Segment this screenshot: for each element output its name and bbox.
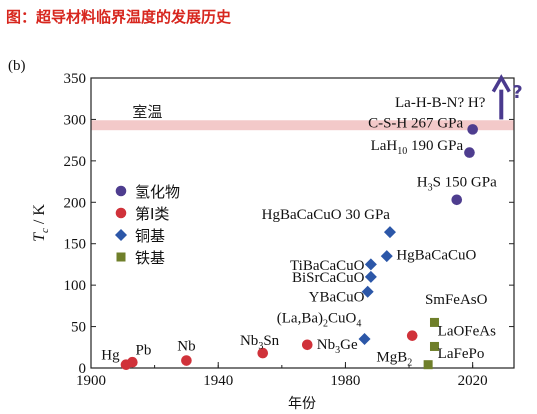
- data-point-1-3: [467, 124, 478, 135]
- x-axis-label: 年份: [288, 396, 316, 412]
- series-2: [120, 330, 418, 370]
- x-tick-label: 1940: [203, 373, 233, 389]
- x-tick-label: 2020: [458, 373, 488, 389]
- label-laofeas: LaOFeAs: [438, 324, 496, 340]
- x-tick-label: 1980: [330, 373, 360, 389]
- data-point-3-4: [364, 258, 377, 271]
- label-nb3sn: Nb3Sn: [240, 333, 280, 352]
- legend-marker-1: [115, 185, 127, 197]
- point-labels: 室温 Hg Pb Nb Nb3Sn Nb3Ge MgB2 (La,Ba)2CuO4 YBaCuO…: [101, 95, 497, 368]
- label-ybacuo: YBaCuO: [309, 290, 365, 306]
- y-tick-label: 100: [64, 278, 87, 294]
- label-hgbacacuo-30-gpa: HgBaCaCuO 30 GPa: [262, 207, 391, 223]
- label-lafepo: LaFePo: [438, 346, 485, 362]
- label-hgbacacuo: HgBaCaCuO: [396, 247, 476, 263]
- data-point-3-5: [380, 250, 393, 263]
- data-point-4-3: [429, 317, 439, 327]
- room-temperature-label: 室温: [132, 103, 162, 121]
- data-point-2-5: [301, 339, 313, 351]
- data-point-3-3: [364, 270, 377, 283]
- data-point-1-1: [451, 194, 463, 206]
- legend-label-3: 铜基: [135, 227, 165, 245]
- label-mgb2: MgB2: [376, 349, 412, 368]
- legend-marker-4: [116, 252, 126, 262]
- series-4: [423, 317, 439, 370]
- label-bisrcacuo: BiSrCaCuO: [292, 270, 365, 286]
- y-tick-label: 200: [64, 195, 87, 211]
- y-axis-label: Tc / K: [31, 204, 51, 242]
- legend-marker-2: [115, 207, 127, 219]
- data-point-2-6: [406, 330, 418, 341]
- data-point-4-2: [429, 341, 439, 351]
- label-tibacacuo: TiBaCaCuO: [290, 258, 365, 274]
- label-c-s-h-267-gpa: C-S-H 267 GPa: [368, 116, 463, 132]
- data-point-2-3: [181, 355, 192, 366]
- data-point-2-4: [257, 347, 269, 359]
- label-pb: Pb: [136, 343, 152, 359]
- data-point-4-1: [423, 360, 433, 370]
- label-nb: Nb: [177, 339, 195, 355]
- label-hg: Hg: [101, 348, 120, 364]
- legend-label-4: 铁基: [135, 249, 165, 267]
- data-points: [120, 124, 478, 370]
- label-la-ba-2cuo4: (La,Ba)2CuO4: [277, 310, 362, 329]
- label-nb3ge: Nb3Ge: [317, 337, 358, 356]
- label-la-h-b-n-h: La-H-B-N? H?: [395, 95, 486, 111]
- x-tick-label: 1900: [76, 373, 106, 389]
- arrow-question-mark: ?: [512, 82, 522, 103]
- arrow-head: [491, 74, 511, 93]
- figure-title: 图：超导材料临界温度的发展历史: [6, 8, 232, 26]
- y-axis-label-symbol: T: [31, 232, 48, 242]
- y-tick-label: 50: [71, 320, 86, 336]
- legend-marker-3: [115, 229, 127, 241]
- panel-label: (b): [8, 58, 26, 74]
- y-tick-label: 300: [64, 112, 87, 128]
- future-arrow: ?: [491, 74, 523, 120]
- label-h3s-150-gpa: H3S 150 GPa: [417, 175, 497, 194]
- y-axis-label-unit: / K: [31, 204, 48, 228]
- series-3: [358, 226, 396, 345]
- label-lah10-190-gpa: LaH10 190 GPa: [371, 138, 464, 157]
- legend-label-1: 氢化物: [135, 183, 180, 201]
- data-point-3-2: [361, 285, 374, 298]
- y-tick-label: 350: [64, 71, 87, 87]
- y-axis-label-subscript: c: [39, 228, 51, 233]
- data-point-1-2: [464, 147, 475, 158]
- y-tick-label: 150: [64, 237, 87, 253]
- series-1: [451, 124, 478, 206]
- room-temperature-band: [91, 120, 514, 131]
- plot-frame: [90, 77, 515, 369]
- label-smfeaso: SmFeAsO: [425, 292, 488, 308]
- legend-label-2: 第I类: [135, 205, 169, 223]
- y-tick-label: 250: [64, 154, 87, 170]
- axes: 0 50 100 150 200 250 300 350 1900 1940 1980 2020 Tc …: [31, 71, 515, 389]
- data-point-2-2: [127, 356, 138, 368]
- data-point-3-1: [358, 333, 371, 345]
- data-point-3-6: [383, 226, 396, 239]
- y-tick-label: 0: [79, 361, 87, 377]
